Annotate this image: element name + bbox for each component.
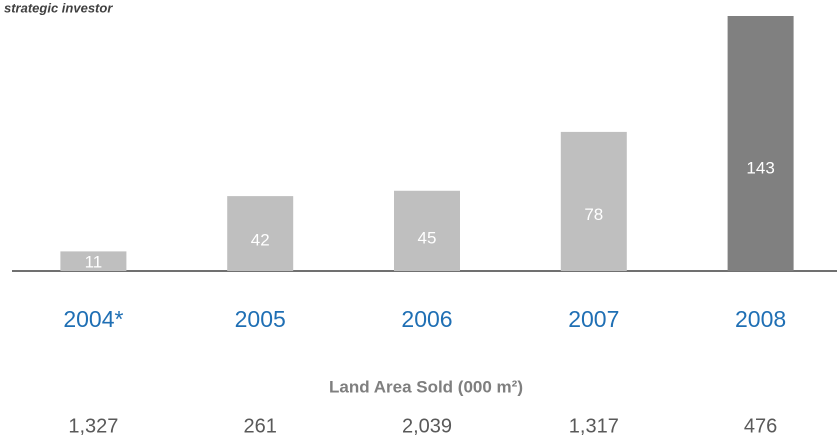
table-value: 2,039 [402,415,452,437]
bar [560,131,627,271]
value-label: 45 [418,228,437,247]
value-label: 143 [746,158,774,177]
x-tick-label: 2005 [235,306,286,332]
table-value: 1,317 [569,415,619,437]
bar [727,16,794,271]
bar [227,196,294,271]
x-tick-label: 2006 [401,306,452,332]
x-tick-label: 2007 [568,306,619,332]
table-value: 476 [744,415,777,437]
table-title: Land Area Sold (000 m²) [329,377,523,396]
value-label: 78 [584,205,603,224]
chart-subtitle: strategic investor [4,0,113,15]
x-tick-label: 2004* [63,306,123,332]
value-label: 11 [85,253,103,272]
table-value: 1,327 [68,415,118,437]
bar [60,251,127,271]
table-value: 261 [244,415,277,437]
bar [394,190,460,271]
value-label: 42 [251,231,270,250]
x-tick-label: 2008 [735,306,786,332]
